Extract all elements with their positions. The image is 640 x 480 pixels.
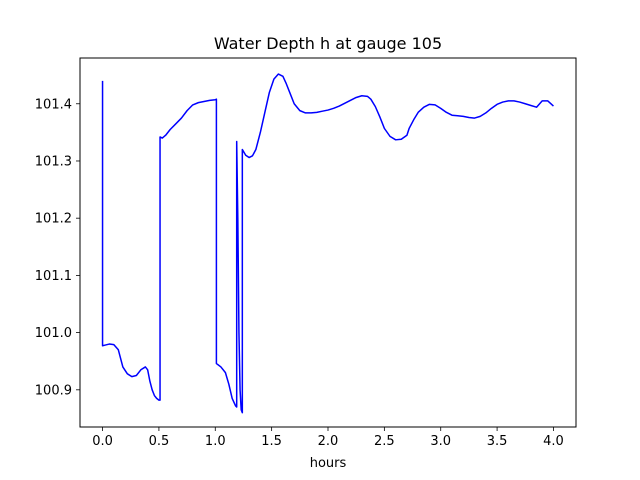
x-tick-label: 4.0 [543,434,564,449]
x-tick-label: 1.0 [205,434,226,449]
y-axis: 100.9 101.0 101.1 101.2 101.3 101.4 [35,97,80,398]
series-line-0 [101,73,554,414]
x-tick-label: 2.0 [318,434,339,449]
x-tick-label: 1.5 [261,434,282,449]
x-tick-label: 0.5 [149,434,170,449]
x-tick-label: 3.5 [487,434,508,449]
plot-area [101,73,554,414]
y-tick-label: 101.1 [35,269,72,284]
x-tick-label: 2.5 [374,434,395,449]
y-tick-label: 101.3 [35,154,72,169]
x-axis-label: hours [310,456,347,471]
y-tick-label: 100.9 [35,383,72,398]
y-tick-label: 101.0 [35,326,72,341]
y-tick-label: 101.4 [35,97,72,112]
chart-title: Water Depth h at gauge 105 [214,34,442,53]
x-tick-label: 0.0 [92,434,113,449]
x-axis: 0.0 0.5 1.0 1.5 2.0 2.5 3.0 3.5 4.0 [92,427,564,449]
x-tick-label: 3.0 [430,434,451,449]
y-tick-label: 101.2 [35,212,72,227]
